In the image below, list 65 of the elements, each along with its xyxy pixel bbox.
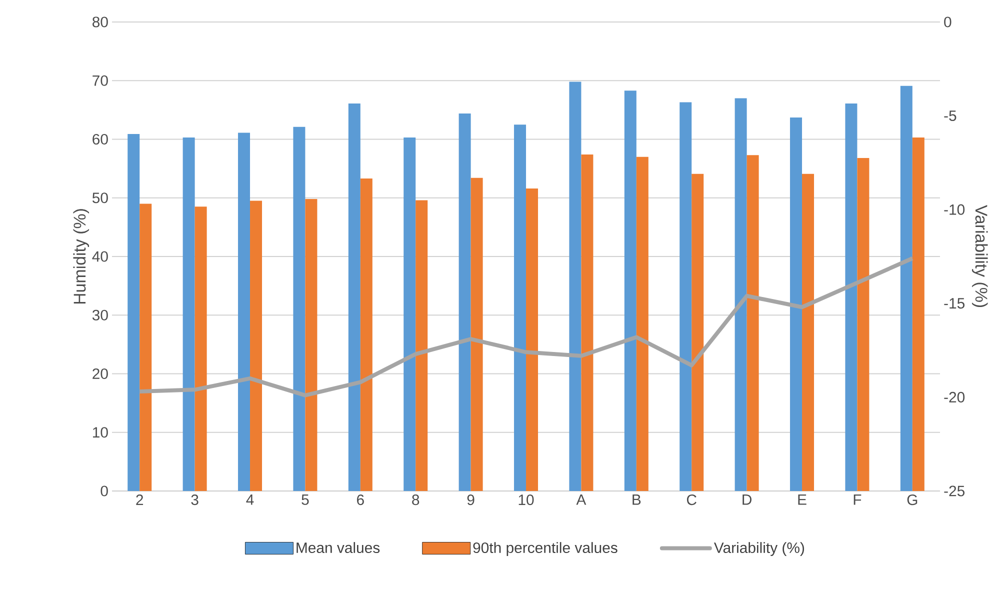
bar bbox=[734, 98, 747, 491]
bar bbox=[680, 102, 692, 491]
x-tick-label: 3 bbox=[191, 494, 198, 506]
y-tick-label: 0 bbox=[100, 486, 108, 496]
bar bbox=[900, 86, 912, 491]
y-tick-label: 60 bbox=[92, 134, 108, 145]
bar bbox=[514, 124, 526, 491]
y-tick-label: 20 bbox=[92, 368, 108, 380]
x-tick-label: 2 bbox=[136, 494, 144, 505]
bar bbox=[140, 204, 152, 491]
y-tick-label: 10 bbox=[93, 427, 108, 438]
bar bbox=[569, 82, 582, 491]
bar bbox=[238, 132, 250, 491]
bar bbox=[458, 113, 471, 491]
bar bbox=[624, 90, 636, 491]
x-tick-label: 6 bbox=[357, 494, 364, 506]
y2-tick-label: -10 bbox=[944, 204, 965, 215]
y2-tick-label: -15 bbox=[944, 298, 965, 309]
legend-label: Variability (%) bbox=[714, 542, 804, 556]
bar bbox=[857, 158, 870, 491]
bar bbox=[250, 200, 262, 491]
x-tick-label: G bbox=[907, 494, 918, 506]
bar bbox=[305, 199, 318, 491]
x-tick-label: C bbox=[686, 494, 696, 506]
bar bbox=[416, 200, 428, 491]
y-axis-title: Humidity (%) bbox=[73, 209, 90, 304]
x-tick-label: 4 bbox=[246, 494, 254, 505]
bar bbox=[692, 174, 704, 491]
x-tick-label: A bbox=[576, 494, 586, 505]
y2-tick-label: -5 bbox=[944, 110, 956, 121]
x-tick-label: 9 bbox=[467, 494, 474, 506]
bar bbox=[746, 155, 759, 491]
bar bbox=[194, 206, 207, 491]
x-tick-label: D bbox=[742, 494, 752, 505]
y2-tick-label: -20 bbox=[944, 392, 965, 402]
bar bbox=[470, 178, 483, 491]
x-tick-label: 10 bbox=[518, 494, 534, 506]
x-tick-label: E bbox=[798, 494, 806, 505]
legend-label: Mean values bbox=[296, 542, 380, 554]
legend-label: 90th percentile values bbox=[473, 542, 618, 556]
bar bbox=[802, 174, 814, 491]
y-tick-label: 80 bbox=[92, 16, 108, 28]
bar bbox=[348, 103, 360, 491]
bar bbox=[128, 134, 140, 491]
bar bbox=[526, 188, 538, 491]
y-tick-label: 50 bbox=[92, 192, 108, 204]
x-tick-label: 5 bbox=[302, 494, 309, 505]
y2-tick-label: 0 bbox=[944, 16, 952, 28]
bar bbox=[912, 137, 924, 491]
bar bbox=[581, 154, 594, 491]
bar bbox=[360, 178, 372, 491]
x-tick-label: 8 bbox=[412, 494, 420, 506]
y2-tick-label: -25 bbox=[944, 486, 965, 496]
bar bbox=[293, 126, 306, 491]
bar bbox=[182, 137, 195, 491]
x-tick-label: B bbox=[632, 494, 641, 505]
bar bbox=[636, 156, 648, 491]
y-tick-label: 70 bbox=[92, 75, 108, 86]
x-tick-label: F bbox=[854, 494, 862, 505]
y-tick-label: 30 bbox=[92, 310, 108, 320]
bar bbox=[845, 103, 858, 491]
y2-axis-title: Variability (%) bbox=[972, 204, 988, 308]
bar bbox=[404, 137, 416, 491]
y-tick-label: 40 bbox=[92, 251, 108, 262]
bar bbox=[790, 118, 802, 491]
